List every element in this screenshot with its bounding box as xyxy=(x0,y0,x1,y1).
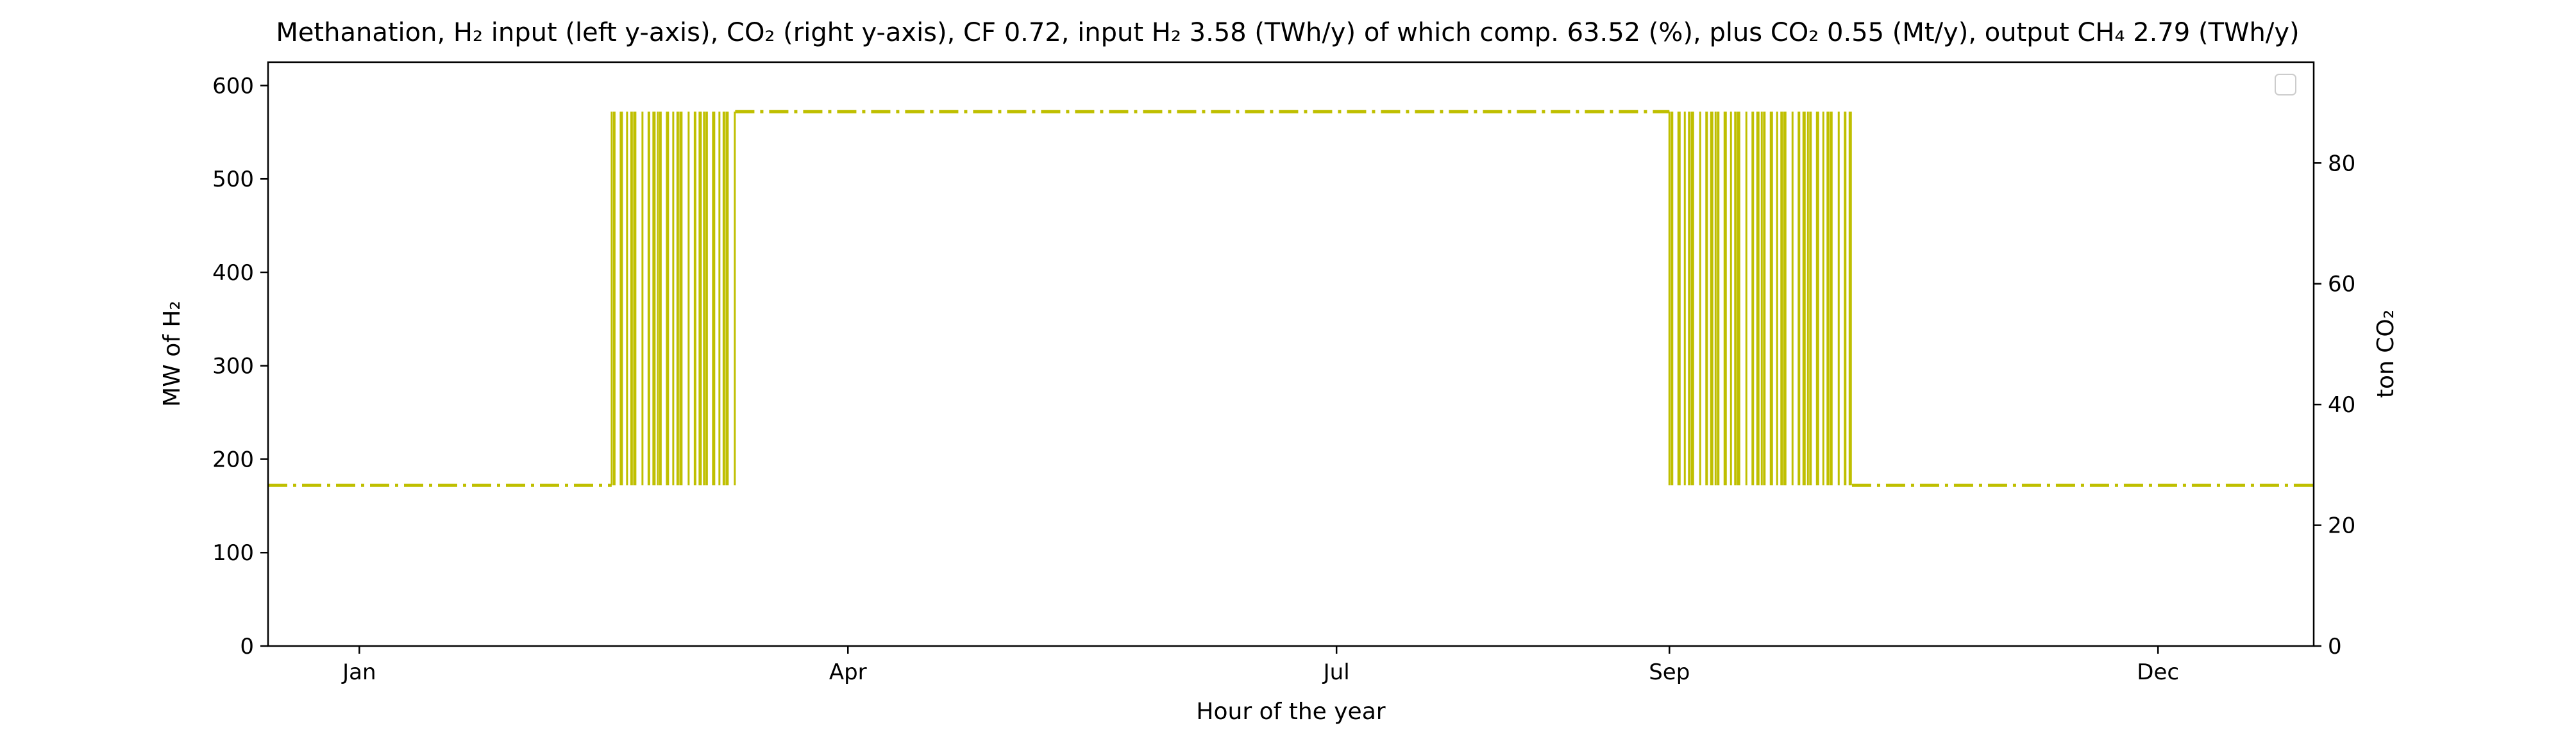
y-right-tick-label: 20 xyxy=(2328,513,2355,539)
plot-frame xyxy=(267,61,2315,647)
series-switching-band xyxy=(610,112,736,486)
y-left-tick-label: 200 xyxy=(212,447,254,472)
y-right-tick-label: 60 xyxy=(2328,272,2355,297)
y-right-tick-label: 40 xyxy=(2328,392,2355,418)
x-tick-label: Dec xyxy=(2137,659,2179,685)
y-left-tick-label: 600 xyxy=(212,73,254,99)
y-left-tick-label: 100 xyxy=(212,540,254,566)
y-right-tick-label: 0 xyxy=(2328,634,2342,659)
series-switching-band xyxy=(1668,112,1852,486)
y-left-tick-label: 400 xyxy=(212,260,254,286)
y-right-tick-label: 80 xyxy=(2328,151,2355,176)
y-axis-right-label: ton CO₂ xyxy=(2373,310,2399,398)
y-left-tick-label: 300 xyxy=(212,354,254,379)
x-tick-label: Jul xyxy=(1322,659,1350,685)
x-tick-label: Apr xyxy=(829,659,867,685)
y-axis-right: 0 20 40 60 80 xyxy=(2314,151,2355,659)
y-axis-left: 0 100 200 300 400 500 600 xyxy=(212,73,268,659)
y-axis-left-label: MW of H₂ xyxy=(159,301,185,407)
y-left-tick-label: 0 xyxy=(240,634,254,659)
y-left-tick-label: 500 xyxy=(212,167,254,192)
chart-title: Methanation, H₂ input (left y-axis), CO₂… xyxy=(276,18,2299,47)
x-tick-label: Jan xyxy=(341,659,376,685)
data-layer xyxy=(268,110,2314,487)
legend-box xyxy=(2275,74,2296,95)
x-axis-label: Hour of the year xyxy=(1196,699,1385,725)
x-tick-label: Sep xyxy=(1649,659,1690,685)
x-axis: Jan Apr Jul Sep Dec xyxy=(341,646,2179,685)
